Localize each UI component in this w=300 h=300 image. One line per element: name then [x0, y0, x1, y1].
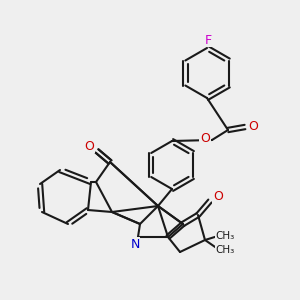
Text: N: N [130, 238, 140, 250]
Text: CH₃: CH₃ [215, 231, 235, 241]
Text: O: O [84, 140, 94, 152]
Text: CH₃: CH₃ [215, 245, 235, 255]
Text: O: O [84, 140, 94, 152]
Text: O: O [248, 119, 258, 133]
Text: O: O [200, 131, 210, 145]
Text: F: F [204, 34, 211, 46]
Text: O: O [213, 190, 223, 203]
